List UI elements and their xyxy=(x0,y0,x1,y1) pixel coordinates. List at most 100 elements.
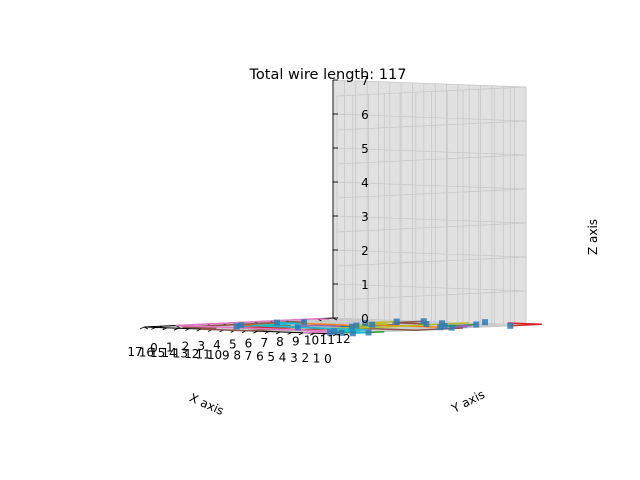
x-tick-label: 5 xyxy=(267,350,275,364)
pin-marker xyxy=(473,321,480,328)
wall-grid-z xyxy=(332,317,527,326)
wall-grid-z xyxy=(336,154,527,165)
x-tick-mark xyxy=(185,328,190,332)
y-tick-label: 2 xyxy=(182,340,190,354)
x-tick-mark xyxy=(321,333,326,337)
pin-marker xyxy=(482,319,488,326)
wall-grid-z xyxy=(336,86,527,97)
z-tick-label: 3 xyxy=(361,210,369,224)
z-tick-label: 7 xyxy=(361,74,369,88)
x-tick-label: 4 xyxy=(279,350,287,364)
wall-grid-z xyxy=(332,113,527,122)
x-tick-label: 3 xyxy=(290,351,298,365)
y-tick-mark xyxy=(143,326,149,330)
x-tick-mark xyxy=(298,332,304,336)
x-tick-label: 13 xyxy=(173,347,188,361)
x-tick-mark xyxy=(275,331,281,335)
wire-path xyxy=(451,324,472,329)
wall-grid-z xyxy=(336,120,527,131)
x-tick-label: 1 xyxy=(313,352,321,366)
pin-marker xyxy=(507,322,514,329)
wall-grid-z xyxy=(332,249,527,258)
wall-grid-z xyxy=(336,222,527,233)
x-tick-label: 6 xyxy=(256,350,264,364)
chart-title: Total wire length: 117 xyxy=(249,67,407,83)
y-axis-label: Y axis xyxy=(448,387,487,416)
axis-lines xyxy=(139,79,338,337)
y-tick-label: 1 xyxy=(166,340,174,354)
x-tick-label: 11 xyxy=(195,348,210,362)
x-tick-mark xyxy=(264,331,270,334)
x-tick-label: 10 xyxy=(207,348,222,362)
pin-marker xyxy=(362,320,369,327)
x-tick-label: 9 xyxy=(222,348,230,362)
wall-grid-z xyxy=(332,215,527,224)
z-tick-label: 1 xyxy=(361,278,369,292)
x-tick-mark xyxy=(253,330,258,334)
x-tick-label: 2 xyxy=(301,351,309,365)
x-tick-mark xyxy=(332,333,338,337)
pin-marker xyxy=(365,329,372,336)
x-tick-mark xyxy=(151,326,156,330)
pin-marker xyxy=(274,319,280,326)
y-tick-label: 11 xyxy=(320,333,335,347)
pin-marker xyxy=(233,323,240,330)
wall-grid-z xyxy=(332,181,527,190)
pin-marker xyxy=(238,322,245,329)
x-tick-label: 16 xyxy=(139,345,154,359)
x-tick-mark xyxy=(162,327,167,331)
pin-marker xyxy=(301,319,308,326)
wall-grid-z xyxy=(336,188,527,199)
z-tick-label: 6 xyxy=(361,108,369,122)
wall-grid-z xyxy=(332,283,527,292)
y-tick-label: 10 xyxy=(304,334,319,348)
y-tick-label: 7 xyxy=(260,336,268,350)
pin-marker xyxy=(439,320,446,327)
y-tick-label: 6 xyxy=(245,337,253,351)
wire-path xyxy=(507,322,542,327)
y-tick-label: 8 xyxy=(276,335,284,349)
pin-marker xyxy=(393,318,400,325)
pin-marker xyxy=(369,321,376,328)
x-tick-mark xyxy=(196,328,202,332)
x-tick-label: 14 xyxy=(161,346,176,360)
axis-panes xyxy=(144,80,526,334)
x-tick-label: 12 xyxy=(184,347,199,361)
z-tick-label: 4 xyxy=(361,176,369,190)
y-tick-label: 3 xyxy=(197,339,205,353)
z-tick-label: 0 xyxy=(361,312,369,326)
wall-grid-z xyxy=(336,290,527,301)
wire-path xyxy=(392,320,427,325)
pin-marker xyxy=(448,324,455,331)
y-tick-label: 9 xyxy=(292,334,300,348)
x-tick-label: 15 xyxy=(150,346,165,360)
y-tick-mark xyxy=(159,325,165,329)
z-tick-label: 2 xyxy=(361,244,369,258)
x-tick-label: 8 xyxy=(233,349,241,363)
z-tick-label: 5 xyxy=(361,142,369,156)
x-axis-label: X axis xyxy=(187,391,226,418)
z-axis-label: Z axis xyxy=(586,219,600,255)
pin-marker xyxy=(437,324,444,331)
wire-path xyxy=(182,321,464,332)
y-tick-label: 4 xyxy=(213,338,221,352)
pin-marker xyxy=(294,324,301,331)
x-tick-mark xyxy=(173,327,179,331)
x-tick-label: 7 xyxy=(245,349,253,363)
pin-markers xyxy=(233,318,514,337)
pin-marker xyxy=(349,330,356,337)
pin-marker xyxy=(338,329,345,336)
y-tick-label: 5 xyxy=(229,337,237,351)
pin-marker xyxy=(420,318,427,325)
pin-marker xyxy=(327,329,333,336)
x-tick-mark xyxy=(310,332,315,336)
pin-marker xyxy=(349,323,355,330)
y-tick-label: 12 xyxy=(335,332,350,346)
x-tick-mark xyxy=(287,331,292,335)
x-tick-mark xyxy=(139,326,145,330)
wall-grid-z xyxy=(332,79,527,88)
x-tick-label: 0 xyxy=(324,352,332,366)
x-tick-label: 17 xyxy=(127,345,142,359)
